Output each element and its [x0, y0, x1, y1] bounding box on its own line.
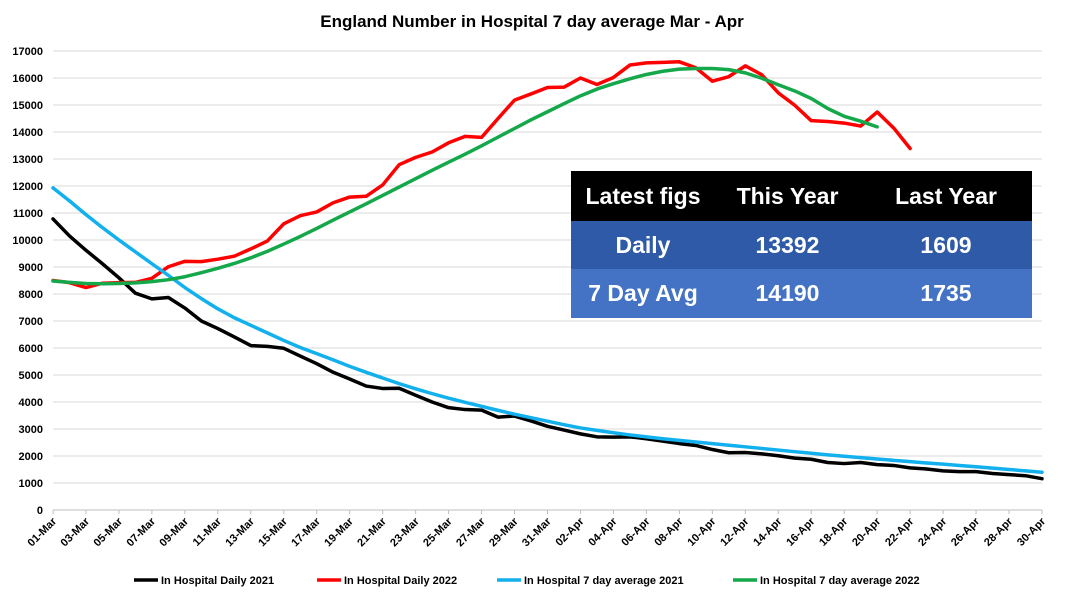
x-tick-label: 19-Mar: [322, 515, 356, 549]
x-tick-label: 18-Apr: [817, 515, 851, 549]
x-tick-label: 25-Mar: [421, 515, 455, 549]
y-tick-label: 17000: [12, 46, 43, 58]
y-tick-label: 4000: [19, 397, 43, 409]
x-tick-label: 22-Apr: [883, 515, 917, 549]
legend-label: In Hospital 7 day average 2022: [760, 575, 920, 587]
x-tick-label: 03-Mar: [59, 515, 93, 549]
x-tick-label: 05-Mar: [91, 515, 125, 549]
table-cell-label: 7 Day Avg: [588, 280, 698, 306]
x-tick-label: 31-Mar: [520, 515, 554, 549]
table-header-latest-figs: Latest figs: [585, 182, 701, 209]
x-tick-label: 30-Apr: [1015, 515, 1049, 549]
table-header-this-year: This Year: [736, 182, 839, 209]
y-tick-label: 14000: [12, 127, 43, 139]
table-row-7-day-avg: 7 Day Avg 14190 1735: [571, 269, 1032, 318]
table-cell-last-year: 1609: [920, 231, 972, 258]
x-tick-label: 29-Mar: [487, 515, 521, 549]
x-tick-label: 14-Apr: [751, 515, 785, 549]
table-header-last-year: Last Year: [895, 182, 997, 209]
legend-label: In Hospital 7 day average 2021: [524, 575, 684, 587]
x-tick-label: 06-Apr: [619, 515, 653, 549]
y-tick-label: 9000: [19, 262, 43, 274]
y-tick-label: 5000: [19, 370, 43, 382]
x-tick-label: 11-Mar: [191, 515, 225, 549]
table-row-daily: Daily 13392 1609: [571, 221, 1032, 269]
y-tick-label: 7000: [19, 316, 43, 328]
series-line-2: [51, 186, 1044, 474]
x-tick-label: 10-Apr: [685, 515, 719, 549]
y-tick-label: 15000: [12, 100, 43, 112]
x-tick-label: 28-Apr: [982, 515, 1016, 549]
legend-label: In Hospital Daily 2021: [161, 575, 274, 587]
x-tick-label: 24-Apr: [916, 515, 950, 549]
x-tick-label: 15-Mar: [256, 515, 290, 549]
legend-label: In Hospital Daily 2022: [344, 575, 457, 587]
x-tick-label: 01-Mar: [26, 515, 60, 549]
chart-title: England Number in Hospital 7 day average…: [320, 12, 744, 31]
x-tick-label: 21-Mar: [355, 515, 389, 549]
y-tick-label: 8000: [19, 289, 43, 301]
y-tick-label: 12000: [12, 181, 43, 193]
y-tick-label: 13000: [12, 154, 43, 166]
series-lines: [51, 60, 1044, 481]
table-cell-this-year: 14190: [755, 280, 820, 306]
legend: In Hospital Daily 2021 In Hospital Daily …: [134, 575, 920, 587]
x-tick-label: 04-Apr: [586, 515, 620, 549]
x-tick-label: 20-Apr: [850, 515, 884, 549]
table-cell-label: Daily: [615, 231, 671, 258]
series-line-0: [51, 217, 1044, 481]
y-tick-label: 3000: [19, 424, 43, 436]
table-cell-last-year: 1735: [920, 280, 972, 306]
x-tick-label: 26-Apr: [949, 515, 983, 549]
series-line-3: [51, 66, 879, 286]
x-tick-label: 12-Apr: [718, 515, 752, 549]
y-tick-label: 1000: [19, 478, 43, 490]
latest-figs-table: Latest figs This Year Last Year Daily 13…: [571, 171, 1032, 318]
table-header-row: Latest figs This Year Last Year: [571, 171, 1032, 221]
x-tick-label: 07-Mar: [124, 515, 158, 549]
x-tick-label: 02-Apr: [553, 515, 587, 549]
y-tick-label: 16000: [12, 73, 43, 85]
x-tick-label: 23-Mar: [388, 515, 422, 549]
x-tick-label: 09-Mar: [157, 515, 191, 549]
x-tick-label: 27-Mar: [454, 515, 488, 549]
y-tick-label: 0: [37, 505, 43, 517]
table-cell-this-year: 13392: [755, 231, 820, 258]
y-tick-label: 10000: [12, 235, 43, 247]
y-tick-label: 6000: [19, 343, 43, 355]
x-tick-label: 13-Mar: [223, 515, 257, 549]
x-tick-label: 08-Apr: [652, 515, 686, 549]
x-tick-label: 17-Mar: [289, 515, 323, 549]
y-tick-label: 11000: [13, 208, 43, 220]
x-tick-label: 16-Apr: [784, 515, 818, 549]
y-tick-label: 2000: [19, 451, 43, 463]
